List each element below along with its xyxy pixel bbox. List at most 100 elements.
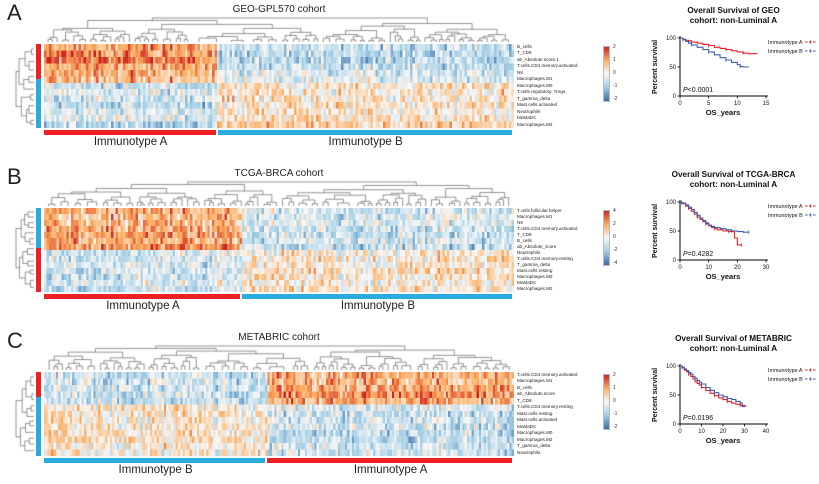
heatmap-row-label: Macrophages.M0 (517, 273, 553, 279)
y-tick-label: 50 (669, 65, 676, 71)
heatmap-row-label: B_cells (517, 237, 532, 243)
immunotype-labels: Immunotype A Immunotype B (44, 300, 514, 314)
immunotype-bar-immunotype-b (44, 458, 266, 463)
colorbar-tick-label: 1 (613, 385, 616, 391)
survival-panel: Overall Survival of GEO cohort: non-Lumi… (648, 6, 819, 156)
colorbar-tick-label: -2 (613, 424, 618, 430)
heatmap-row-label: Neutrophils (517, 449, 541, 455)
survival-curve-immunotype-b (680, 37, 749, 68)
heatmap-row-label: T.cells.CD4.memory.activated (517, 63, 578, 69)
row-cluster-segment (36, 397, 41, 456)
heatmap-row-label: Mast.cells.resting (517, 410, 553, 416)
heatmap-row-label: Mast.cells.resting (517, 267, 553, 273)
colorbar (603, 210, 610, 266)
immunotype-bars (44, 294, 514, 299)
heatmap-row-label: Macrophages.M0 (517, 430, 553, 436)
row-cluster-bar (36, 208, 41, 292)
heatmap-row-label: T.cells.CD4.memory.resting (517, 255, 573, 261)
survival-title-line2: cohort: non-Luminal A (689, 180, 778, 190)
heatmap-row-labels: T.cells.CD4.memory.activated Macrophages.… (517, 372, 617, 456)
y-tick-label: 100 (666, 200, 677, 206)
immunotype-bar-immunotype-a (44, 130, 216, 135)
heatmap-row-labels: B_cells T_CD8 ab_Absolute score.1 T.cells.C… (517, 44, 617, 128)
colorbar-ticks: 2 1 0 -1 -2 (613, 372, 631, 430)
heatmap-row-label: Macrophages.M2 (517, 285, 553, 291)
immunotype-labels: Immunotype A Immunotype B (44, 136, 514, 150)
legend-label-immunotype-b: Immunotype B (768, 213, 803, 219)
y-tick-label: 50 (669, 229, 676, 235)
x-tick-label: 30 (763, 265, 770, 271)
row-cluster-bar (36, 44, 41, 128)
heatmap-title: METABRIC cohort (238, 332, 320, 343)
row-cluster-segment (36, 372, 41, 398)
legend-label-immunotype-b: Immunotype B (768, 49, 803, 55)
x-tick-label: 0 (678, 101, 682, 107)
colorbar-tick-label: -2 (613, 247, 618, 253)
survival-curve-immunotype-b (680, 201, 749, 233)
heatmap-row-label: Macrophages.M0 (517, 82, 553, 88)
heatmap-canvas (44, 372, 514, 456)
survival-title: Overall Survival of GEO cohort: non-Lumi… (648, 6, 819, 27)
heatmap-row-label: Macrophages.M2 (517, 436, 553, 442)
survival-title-line2: cohort: non-Luminal A (689, 16, 778, 26)
survival-curve-immunotype-a (680, 37, 758, 55)
heatmap-canvas (44, 44, 514, 128)
row-dendrogram (14, 208, 34, 292)
column-dendrogram (44, 16, 514, 42)
colorbar-tick-label: 4 (613, 208, 616, 214)
p-value-label: P<0.0001 (683, 87, 713, 94)
y-tick-label: 0 (673, 422, 677, 428)
heatmap-row-label: Neutrophils (517, 108, 541, 114)
panel-label-b: B (7, 164, 22, 189)
survival-plot: 0 50 100 0 5 10 15 Percent survival OS_years P<0.… (652, 36, 816, 117)
colorbar-tick-label: -1 (613, 83, 618, 89)
colorbar-tick-label: 2 (613, 44, 616, 50)
row-dendrogram (14, 372, 34, 456)
colorbar-tick-label: 2 (613, 372, 616, 378)
immunotype-bar-immunotype-a (267, 458, 512, 463)
heatmap-row-label: NK (517, 69, 524, 75)
heatmap-row-label: T.cells.CD4.memory.resting (517, 404, 573, 410)
survival-title-line1: Overall Survival of TCGA-BRCA (671, 170, 796, 179)
row-cluster-segment (36, 248, 41, 292)
row-dendrogram (14, 44, 34, 128)
immunotype-bar-immunotype-a (44, 294, 241, 299)
panel-label-a: A (7, 0, 22, 25)
survival-title-line1: Overall Survival of GEO (687, 6, 780, 15)
x-tick-label: 40 (763, 429, 770, 435)
y-tick-label: 50 (669, 393, 676, 399)
colorbar-ticks: 2 1 0 -1 -2 (613, 44, 631, 102)
colorbar-ticks: 4 2 0 -2 -4 (613, 208, 631, 266)
colorbar-tick-label: 2 (613, 221, 616, 227)
legend-label-immunotype-a: Immunotype A (768, 40, 803, 46)
x-axis-label: OS_years (706, 272, 741, 281)
heatmap-row-label: T.cells.follicular.helper (517, 207, 562, 213)
heatmap-row-label: Macrophages.M1 (517, 76, 553, 82)
heatmap-row-labels: T.cells.follicular.helper Macrophages.M1 N… (517, 208, 617, 292)
heatmap-canvas (44, 208, 514, 292)
heatmap-row-label: Mast.cells.activated (517, 417, 558, 423)
immunotype-bar-immunotype-b (217, 130, 512, 135)
immunotype-label-immunotype-a: Immunotype A (106, 300, 180, 312)
panel-c: C METABRIC cohort T.cells.CD4.memory.act… (0, 328, 819, 484)
survival-panel: Overall Survival of METABRIC cohort: non… (648, 334, 819, 484)
survival-title-line1: Overall Survival of METABRIC (675, 334, 792, 343)
heatmap-row-label: T.cells.CD4.memory.activated (517, 371, 578, 377)
row-cluster-segment (36, 44, 41, 80)
heatmap-row-label: Macrophages.M1 (517, 213, 553, 219)
row-cluster-segment (36, 79, 41, 128)
heatmap-row-label: MoMaDC (517, 115, 537, 121)
heatmap-row-label: T_CD8 (517, 231, 532, 237)
x-axis-label: OS_years (706, 436, 741, 445)
survival-title: Overall Survival of METABRIC cohort: non… (648, 334, 819, 355)
panel-b: B TCGA-BRCA cohort T.cells.follicular.he… (0, 164, 819, 320)
row-cluster-segment (36, 208, 41, 249)
x-tick-label: 20 (720, 429, 727, 435)
survival-title: Overall Survival of TCGA-BRCA cohort: no… (648, 170, 819, 191)
immunotype-label-immunotype-b: Immunotype B (340, 300, 416, 312)
colorbar-tick-label: 0 (613, 70, 616, 76)
legend-label-immunotype-b: Immunotype B (768, 377, 803, 383)
heatmap-title: GEO-GPL570 cohort (232, 4, 326, 15)
heatmap-title: TCGA-BRCA cohort (234, 168, 324, 179)
survival-curve-immunotype-b (680, 365, 746, 408)
